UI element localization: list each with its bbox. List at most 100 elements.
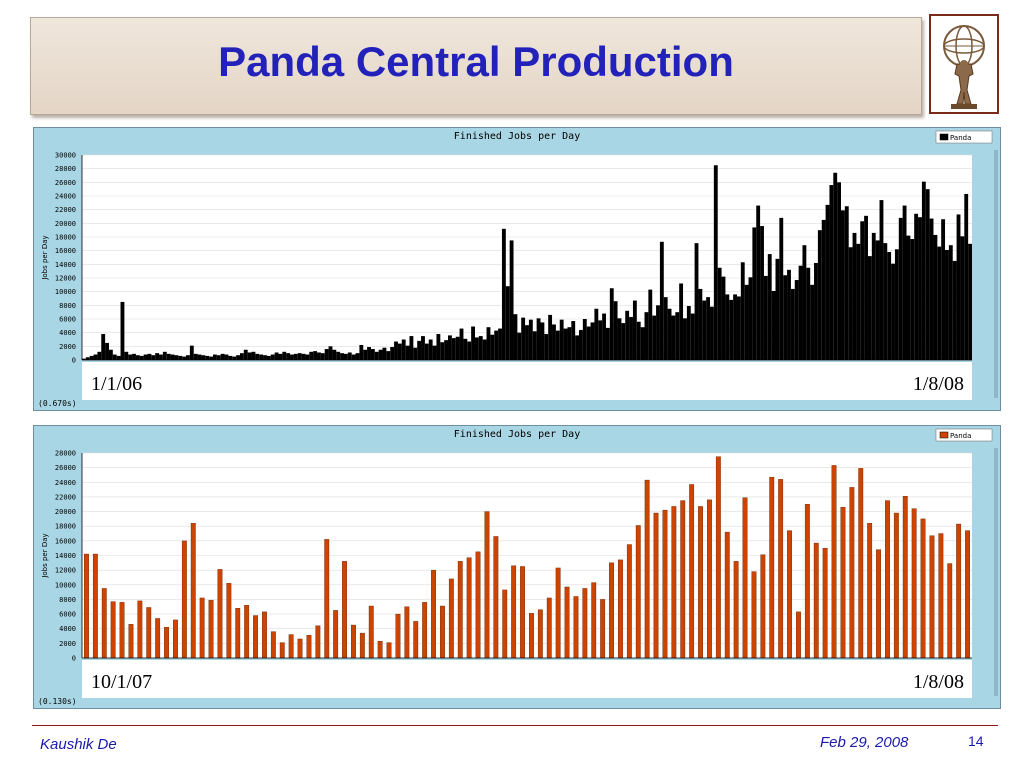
bar — [448, 578, 454, 659]
bar — [466, 557, 472, 659]
bar — [635, 525, 641, 659]
bar — [918, 217, 922, 360]
bar — [790, 288, 795, 360]
bar — [902, 205, 907, 360]
y-tick-label: 6000 — [59, 316, 76, 324]
bar — [290, 354, 294, 360]
y-tick-label: 12000 — [55, 275, 76, 283]
bar — [278, 353, 283, 360]
bar — [683, 318, 687, 360]
bar — [548, 314, 553, 360]
y-tick-label: 12000 — [55, 567, 76, 575]
y-tick-label: 24000 — [55, 193, 76, 201]
bar — [947, 563, 953, 659]
bar — [505, 286, 510, 360]
bar — [653, 512, 659, 659]
bar — [351, 354, 356, 360]
bar — [617, 318, 622, 360]
bar — [662, 509, 668, 659]
bar — [92, 553, 98, 659]
y-tick-label: 18000 — [55, 523, 76, 531]
bar — [422, 602, 428, 659]
bar — [317, 352, 321, 360]
bar — [679, 283, 684, 360]
bar — [659, 241, 664, 360]
bar — [421, 336, 425, 360]
bar — [440, 342, 445, 360]
bar — [432, 345, 437, 360]
bar — [511, 565, 517, 659]
bar — [864, 215, 868, 360]
bar — [528, 319, 533, 360]
bar — [235, 608, 241, 659]
bar — [139, 355, 144, 360]
bar — [841, 210, 845, 360]
bar — [632, 300, 637, 360]
bar — [933, 234, 938, 360]
bar — [883, 243, 888, 360]
atlas-logo-svg — [943, 25, 985, 109]
bar — [270, 354, 275, 360]
y-tick-label: 0 — [72, 357, 76, 365]
y-tick-label: 28000 — [55, 165, 76, 173]
bar — [220, 353, 225, 360]
bar — [894, 249, 899, 360]
bar — [336, 351, 341, 360]
bar — [101, 334, 106, 360]
bar — [921, 181, 926, 360]
bar — [867, 256, 872, 360]
legend-box — [935, 428, 993, 442]
bar — [571, 321, 576, 360]
bar — [170, 354, 175, 360]
bar — [625, 310, 630, 360]
bar — [769, 476, 775, 659]
y-tick-label: 2000 — [59, 343, 76, 351]
bar — [613, 301, 618, 360]
bar — [164, 627, 169, 659]
bar — [467, 341, 472, 360]
bar — [844, 206, 849, 360]
legend-swatch — [939, 431, 949, 439]
bar — [902, 495, 908, 659]
bar — [849, 487, 855, 659]
bar — [609, 288, 614, 360]
bar — [178, 355, 183, 360]
bar — [226, 583, 232, 659]
bar — [848, 247, 853, 360]
bar — [517, 332, 522, 360]
bar — [451, 338, 456, 360]
bar — [208, 599, 214, 659]
bar — [205, 355, 210, 360]
bar — [135, 355, 140, 360]
slide-title: Panda Central Production — [218, 38, 734, 85]
bar — [394, 341, 398, 360]
bar — [382, 347, 387, 360]
bar — [621, 323, 626, 360]
bar — [837, 182, 842, 360]
bar — [941, 219, 946, 360]
bar — [110, 601, 116, 659]
bar — [463, 338, 468, 360]
bar — [97, 351, 102, 360]
bar — [288, 634, 294, 659]
bar — [509, 240, 514, 360]
bar — [444, 340, 449, 360]
bar — [813, 542, 819, 659]
bar — [370, 349, 375, 360]
bar — [887, 252, 892, 360]
bar — [938, 533, 944, 659]
bar — [305, 354, 310, 360]
bar — [282, 351, 287, 360]
chart-title: Finished Jobs per Day — [454, 429, 580, 440]
bar — [212, 354, 217, 360]
bar — [173, 619, 178, 659]
bar — [552, 324, 556, 360]
bar — [965, 530, 970, 659]
bar — [706, 297, 711, 360]
bar — [309, 351, 314, 360]
bar — [340, 353, 344, 360]
bar — [879, 200, 884, 360]
y-axis-label: Jobs per Day — [41, 235, 49, 280]
bar — [948, 245, 953, 360]
page-number: 14 — [968, 733, 984, 749]
